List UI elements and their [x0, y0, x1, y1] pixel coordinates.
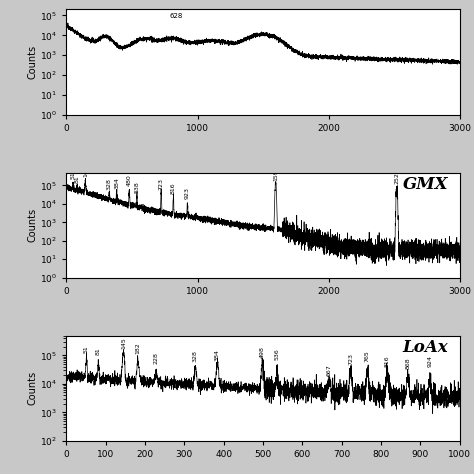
Text: 328: 328 [107, 178, 112, 190]
Text: GMX: GMX [402, 176, 448, 193]
Text: 816: 816 [171, 182, 176, 193]
Text: 924: 924 [428, 356, 432, 367]
Text: 328: 328 [193, 350, 198, 362]
Text: 538: 538 [135, 181, 139, 193]
Text: 536: 536 [275, 348, 280, 360]
Text: 145: 145 [83, 165, 88, 177]
Text: 628: 628 [170, 13, 183, 18]
Text: 51: 51 [71, 171, 75, 179]
Text: 384: 384 [114, 177, 119, 189]
Text: 145: 145 [121, 337, 126, 349]
Text: 667: 667 [326, 364, 331, 375]
Y-axis label: Counts: Counts [27, 208, 37, 242]
Text: 723: 723 [159, 178, 164, 190]
Text: 182: 182 [136, 342, 140, 354]
Text: 765: 765 [365, 350, 370, 362]
Text: 498: 498 [260, 346, 265, 358]
Text: 2520: 2520 [394, 168, 399, 183]
Text: 51: 51 [84, 345, 89, 353]
Text: 868: 868 [405, 358, 410, 369]
Text: 816: 816 [385, 355, 390, 366]
Text: 384: 384 [215, 350, 220, 362]
Text: 228: 228 [154, 353, 159, 365]
Text: 480: 480 [127, 174, 132, 186]
Y-axis label: Counts: Counts [27, 371, 37, 405]
Text: 723: 723 [348, 353, 353, 365]
Text: 1596: 1596 [273, 166, 278, 182]
Text: 923: 923 [185, 187, 190, 200]
Text: 81: 81 [96, 347, 101, 355]
Y-axis label: Counts: Counts [27, 45, 37, 79]
Text: 81: 81 [74, 176, 80, 183]
Text: LoAx: LoAx [402, 339, 448, 356]
